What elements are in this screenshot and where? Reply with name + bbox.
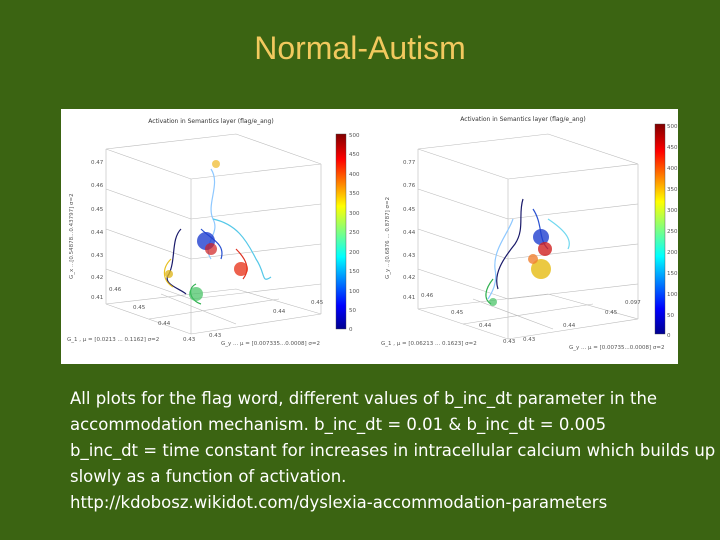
figure-panel: Activation in Semantics layer (flag/e_an… bbox=[61, 109, 678, 364]
plot-left-x-ticks: 0.46 0.45 0.44 0.43 bbox=[109, 287, 196, 343]
svg-text:300: 300 bbox=[667, 208, 678, 214]
plot-left-trajectories bbox=[163, 168, 272, 305]
plot-right-svg: Activation in Semantics layer (flag/e_an… bbox=[381, 116, 678, 351]
svg-text:500: 500 bbox=[667, 124, 678, 130]
plot-left-z-ticks: 0.47 0.46 0.45 0.44 0.43 0.42 0.41 bbox=[91, 160, 104, 301]
svg-text:0.41: 0.41 bbox=[403, 295, 415, 301]
svg-text:0.42: 0.42 bbox=[403, 275, 415, 281]
left-trajectory-yellow bbox=[163, 258, 174, 288]
svg-text:0.45: 0.45 bbox=[403, 207, 416, 213]
plot-left-colorbar bbox=[335, 133, 347, 330]
svg-text:0.43: 0.43 bbox=[403, 253, 416, 259]
svg-text:150: 150 bbox=[349, 269, 360, 275]
svg-text:500: 500 bbox=[349, 133, 360, 139]
svg-text:0.47: 0.47 bbox=[91, 160, 104, 166]
svg-text:450: 450 bbox=[667, 145, 678, 151]
svg-text:50: 50 bbox=[667, 313, 674, 319]
plot-right-z-label: G_y ...[0.6876 ... 0.8787] σ=2 bbox=[385, 197, 391, 279]
svg-text:0.43: 0.43 bbox=[209, 333, 222, 339]
plot-right-y-ticks: 0.097 0.45 0.44 0.43 bbox=[523, 300, 641, 343]
right-trajectory-cyan bbox=[487, 218, 514, 300]
slide-title: Normal-Autism bbox=[254, 30, 466, 66]
svg-text:0.41: 0.41 bbox=[91, 295, 103, 301]
plot-left-title: Activation in Semantics layer (flag/e_an… bbox=[148, 118, 273, 125]
svg-text:0.45: 0.45 bbox=[91, 207, 104, 213]
svg-text:0.44: 0.44 bbox=[158, 321, 171, 327]
svg-text:350: 350 bbox=[349, 191, 360, 197]
plot-right-axes-frame bbox=[417, 133, 639, 340]
svg-text:50: 50 bbox=[349, 308, 356, 314]
svg-text:0.45: 0.45 bbox=[133, 305, 146, 311]
svg-text:250: 250 bbox=[349, 230, 360, 236]
svg-text:400: 400 bbox=[349, 172, 360, 178]
svg-text:200: 200 bbox=[349, 250, 360, 256]
left-trajectory-red bbox=[235, 248, 248, 280]
caption-link[interactable]: http://kdobosz.wikidot.com/dyslexia-acco… bbox=[70, 493, 608, 512]
svg-text:0.43: 0.43 bbox=[503, 339, 516, 345]
svg-text:200: 200 bbox=[667, 250, 678, 256]
plot-right-z-ticks: 0.77 0.76 0.45 0.44 0.43 0.42 0.41 bbox=[403, 160, 416, 301]
svg-text:0: 0 bbox=[667, 333, 671, 339]
plot-right: Activation in Semantics layer (flag/e_an… bbox=[373, 109, 678, 364]
caption-line: slowly as a function of activation. bbox=[70, 467, 347, 486]
svg-text:0.44: 0.44 bbox=[479, 323, 492, 329]
plot-left-y-ticks: 0.45 0.44 0.43 bbox=[209, 300, 324, 339]
plot-left: Activation in Semantics layer (flag/e_an… bbox=[61, 109, 366, 364]
plot-left-axes-frame bbox=[105, 133, 322, 335]
plot-right-trajectories bbox=[485, 198, 570, 305]
left-trajectory-blue bbox=[200, 228, 223, 260]
svg-text:100: 100 bbox=[349, 289, 360, 295]
plot-left-colorbar-ticks: 500 450 400 350 300 250 200 150 100 50 0 bbox=[349, 133, 360, 333]
svg-text:0.43: 0.43 bbox=[91, 253, 104, 259]
svg-text:0.44: 0.44 bbox=[563, 323, 576, 329]
svg-text:0.46: 0.46 bbox=[91, 183, 104, 189]
svg-text:0: 0 bbox=[349, 327, 353, 333]
svg-text:0.46: 0.46 bbox=[421, 293, 434, 299]
plot-left-clusters bbox=[165, 160, 248, 301]
caption-line: All plots for the flag word, different v… bbox=[70, 389, 658, 408]
svg-text:0.45: 0.45 bbox=[605, 310, 618, 316]
svg-text:0.76: 0.76 bbox=[403, 183, 416, 189]
caption-line: b_inc_dt = time constant for increases i… bbox=[70, 441, 716, 460]
svg-text:450: 450 bbox=[349, 152, 360, 158]
plot-right-colorbar-ticks: 500 450 400 350 300 250 200 150 100 50 0 bbox=[667, 124, 678, 339]
plot-right-title: Activation in Semantics layer (flag/e_an… bbox=[460, 116, 585, 123]
right-trajectory-teal bbox=[547, 218, 570, 250]
svg-text:250: 250 bbox=[667, 229, 678, 235]
svg-text:0.42: 0.42 bbox=[91, 275, 103, 281]
left-trajectory-teal bbox=[212, 218, 272, 280]
plot-right-x-ticks: 0.46 0.45 0.44 0.43 bbox=[421, 293, 516, 345]
svg-text:0.44: 0.44 bbox=[403, 230, 416, 236]
svg-text:100: 100 bbox=[667, 292, 678, 298]
svg-text:0.45: 0.45 bbox=[311, 300, 324, 306]
svg-text:0.43: 0.43 bbox=[523, 337, 536, 343]
svg-text:0.77: 0.77 bbox=[403, 160, 416, 166]
plot-right-colorbar bbox=[654, 123, 666, 335]
plot-left-svg: Activation in Semantics layer (flag/e_an… bbox=[67, 118, 360, 347]
caption-line: accommodation mechanism. b_inc_dt = 0.01… bbox=[70, 415, 607, 434]
plot-right-y-label: G_y ... μ = [0.00735...0.0008] σ=2 bbox=[569, 345, 664, 351]
plot-left-y-label: G_y ... μ = [0.007335...0.0008] σ=2 bbox=[221, 341, 320, 347]
plot-left-x-label: G_1 , μ = [0.0213 ... 0.1162] σ=2 bbox=[67, 337, 159, 343]
svg-text:0.45: 0.45 bbox=[451, 310, 464, 316]
svg-text:0.46: 0.46 bbox=[109, 287, 122, 293]
svg-text:150: 150 bbox=[667, 271, 678, 277]
plot-right-clusters bbox=[489, 229, 552, 306]
right-trajectory-dark bbox=[496, 198, 524, 290]
svg-text:400: 400 bbox=[667, 166, 678, 172]
plot-left-z-label: G_x ...[0.54878...0.43797] σ=2 bbox=[69, 193, 75, 279]
caption: All plots for the flag word, different v… bbox=[70, 386, 716, 516]
svg-text:350: 350 bbox=[667, 187, 678, 193]
svg-text:0.43: 0.43 bbox=[183, 337, 196, 343]
svg-text:0.097: 0.097 bbox=[625, 300, 641, 306]
svg-text:300: 300 bbox=[349, 211, 360, 217]
svg-text:0.44: 0.44 bbox=[91, 230, 104, 236]
svg-text:0.44: 0.44 bbox=[273, 309, 286, 315]
plot-right-x-label: G_1 , μ = [0.06213 ... 0.1623] σ=2 bbox=[381, 341, 477, 347]
